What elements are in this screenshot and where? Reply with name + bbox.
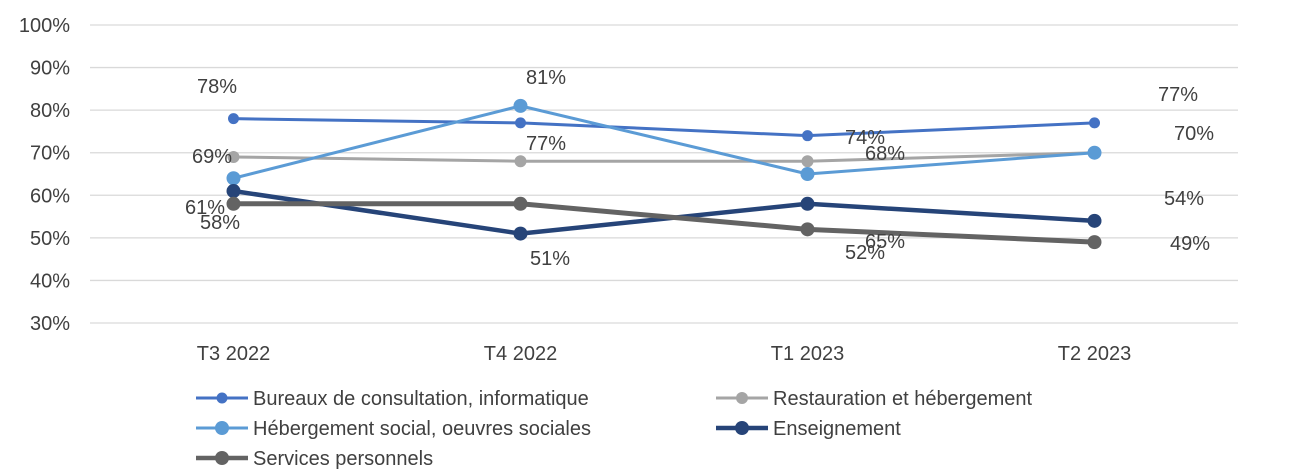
- series-line: [233, 201, 1095, 245]
- legend-label: Hébergement social, oeuvres sociales: [253, 418, 591, 440]
- data-label: 54%: [1164, 188, 1204, 210]
- data-point: [1087, 235, 1102, 250]
- data-label: 52%: [845, 242, 885, 264]
- legend-item: Services personnels: [196, 448, 433, 470]
- data-label: 74%: [845, 127, 885, 149]
- series-line: [233, 104, 1095, 180]
- data-point: [1087, 213, 1102, 228]
- legend-swatch-marker: [735, 421, 749, 435]
- x-tick-label: T4 2022: [484, 343, 557, 365]
- data-point: [1087, 145, 1102, 160]
- legend-item: Hébergement social, oeuvres sociales: [196, 418, 591, 440]
- y-tick-label: 70%: [30, 143, 70, 165]
- data-label: 69%: [192, 146, 232, 168]
- y-tick-label: 100%: [19, 15, 70, 37]
- y-tick-label: 60%: [30, 185, 70, 207]
- data-label: 77%: [1158, 84, 1198, 106]
- legend-label: Enseignement: [773, 418, 901, 440]
- y-tick-label: 30%: [30, 313, 70, 335]
- data-point: [513, 196, 528, 211]
- data-point: [513, 226, 528, 241]
- x-axis-tick-labels: T3 2022 T4 2022 T1 2023 T2 2023: [197, 343, 1131, 365]
- x-tick-label: T2 2023: [1058, 343, 1131, 365]
- data-point: [226, 184, 241, 199]
- data-labels: 78% 74% 77% 69% 77% 68% 61% 81% 65% 70% 51% 54% 58% 5…: [185, 67, 1214, 270]
- series-lines: [226, 98, 1102, 250]
- data-point: [226, 196, 241, 211]
- data-label: 65%: [865, 231, 905, 253]
- x-tick-label: T1 2023: [771, 343, 844, 365]
- data-label: 49%: [1170, 233, 1210, 255]
- series-4: [226, 196, 1102, 250]
- data-label: 70%: [1174, 123, 1214, 145]
- legend-label: Bureaux de consultation, informatique: [253, 388, 589, 410]
- gridlines: [90, 24, 1238, 324]
- data-label: 58%: [200, 212, 240, 234]
- y-tick-label: 50%: [30, 228, 70, 250]
- data-point: [800, 222, 815, 237]
- data-point: [514, 155, 527, 168]
- data-point: [513, 98, 528, 113]
- data-label: 77%: [526, 133, 566, 155]
- legend-item: Bureaux de consultation, informatique: [196, 388, 589, 410]
- data-point: [515, 117, 526, 129]
- legend-label: Restauration et hébergement: [773, 388, 1032, 410]
- data-label: 78%: [197, 76, 237, 98]
- legend-label: Services personnels: [253, 448, 433, 470]
- series-0: [228, 113, 1100, 142]
- legend: Bureaux de consultation, informatique Res…: [196, 388, 1032, 470]
- data-point: [801, 155, 814, 168]
- data-label: 81%: [526, 67, 566, 89]
- x-tick-label: T3 2022: [197, 343, 270, 365]
- y-axis-tick-labels: 30% 40% 50% 60% 70% 80% 90% 100%: [19, 15, 70, 335]
- data-point: [800, 167, 815, 181]
- data-point: [228, 113, 239, 125]
- series-3: [226, 184, 1102, 241]
- series-line: [233, 151, 1095, 163]
- data-label: 61%: [185, 197, 225, 219]
- y-tick-label: 90%: [30, 58, 70, 80]
- series-line: [233, 117, 1095, 138]
- legend-item: Enseignement: [716, 418, 901, 440]
- data-label: 51%: [530, 248, 570, 270]
- data-point: [802, 130, 813, 142]
- data-point: [800, 196, 815, 211]
- legend-swatch-marker: [215, 421, 229, 435]
- legend-swatch-marker: [216, 392, 228, 404]
- legend-swatch-marker: [215, 451, 229, 465]
- legend-item: Restauration et hébergement: [716, 388, 1032, 410]
- y-tick-label: 80%: [30, 100, 70, 122]
- y-tick-label: 40%: [30, 270, 70, 292]
- series-line: [233, 188, 1095, 236]
- series-2: [226, 98, 1102, 186]
- data-point: [1089, 117, 1100, 129]
- series-1: [227, 146, 1101, 168]
- data-point: [226, 171, 241, 186]
- data-label: 68%: [865, 143, 905, 165]
- data-point: [227, 150, 240, 163]
- legend-swatch-marker: [736, 392, 748, 404]
